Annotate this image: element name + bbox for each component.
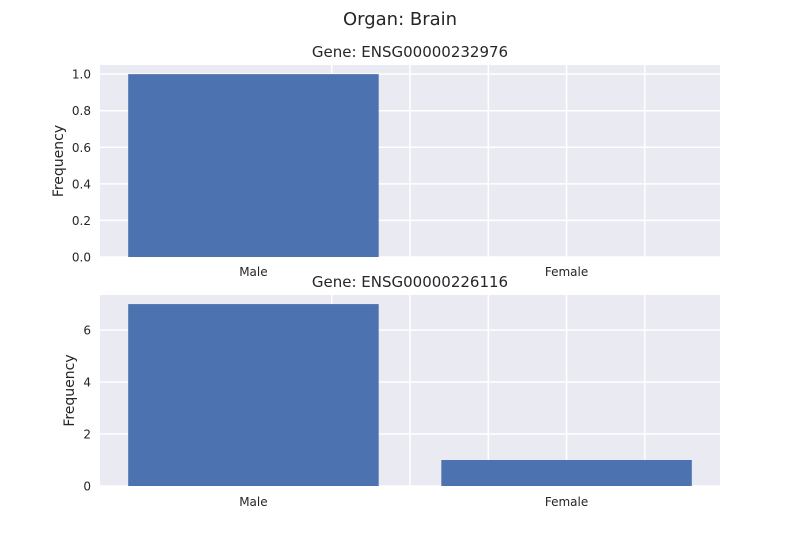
x-tick-label: Female	[545, 265, 588, 279]
y-tick-labels: 0 2 4 6	[83, 324, 91, 494]
chart-panel-top: 0.0 0.2 0.4 0.6 0.8 1.0 Male Female Gene: ENSG…	[51, 43, 720, 279]
y-tick-label: 2	[83, 428, 91, 442]
figure-title: Organ: Brain	[343, 9, 457, 30]
y-tick-label: 0.4	[72, 177, 91, 191]
y-tick-label: 0.6	[72, 141, 91, 155]
bars	[128, 74, 379, 258]
x-tick-label: Male	[239, 265, 267, 279]
chart-title: Gene: ENSG00000226116	[312, 273, 508, 291]
bar-female	[441, 460, 692, 486]
y-axis-label: Frequency	[62, 354, 78, 426]
y-tick-label: 0	[83, 480, 91, 494]
y-tick-label: 0.0	[72, 251, 91, 265]
y-tick-label: 0.8	[72, 104, 91, 118]
chart-title: Gene: ENSG00000232976	[312, 43, 508, 61]
x-tick-labels: Male Female	[239, 265, 588, 279]
bar-male	[128, 304, 379, 486]
x-tick-label: Female	[545, 495, 588, 509]
chart-panel-bottom: 0 2 4 6 Male Female Gene: ENSG00000226116 Fr…	[62, 273, 720, 509]
bar-male	[128, 74, 379, 258]
y-tick-labels: 0.0 0.2 0.4 0.6 0.8 1.0	[72, 68, 91, 265]
x-tick-label: Male	[239, 495, 267, 509]
y-axis-label: Frequency	[51, 125, 67, 197]
y-tick-label: 0.2	[72, 214, 91, 228]
y-tick-label: 1.0	[72, 68, 91, 82]
y-tick-label: 6	[83, 324, 91, 338]
x-tick-labels: Male Female	[239, 495, 588, 509]
bars	[128, 304, 692, 486]
y-tick-label: 4	[83, 376, 91, 390]
